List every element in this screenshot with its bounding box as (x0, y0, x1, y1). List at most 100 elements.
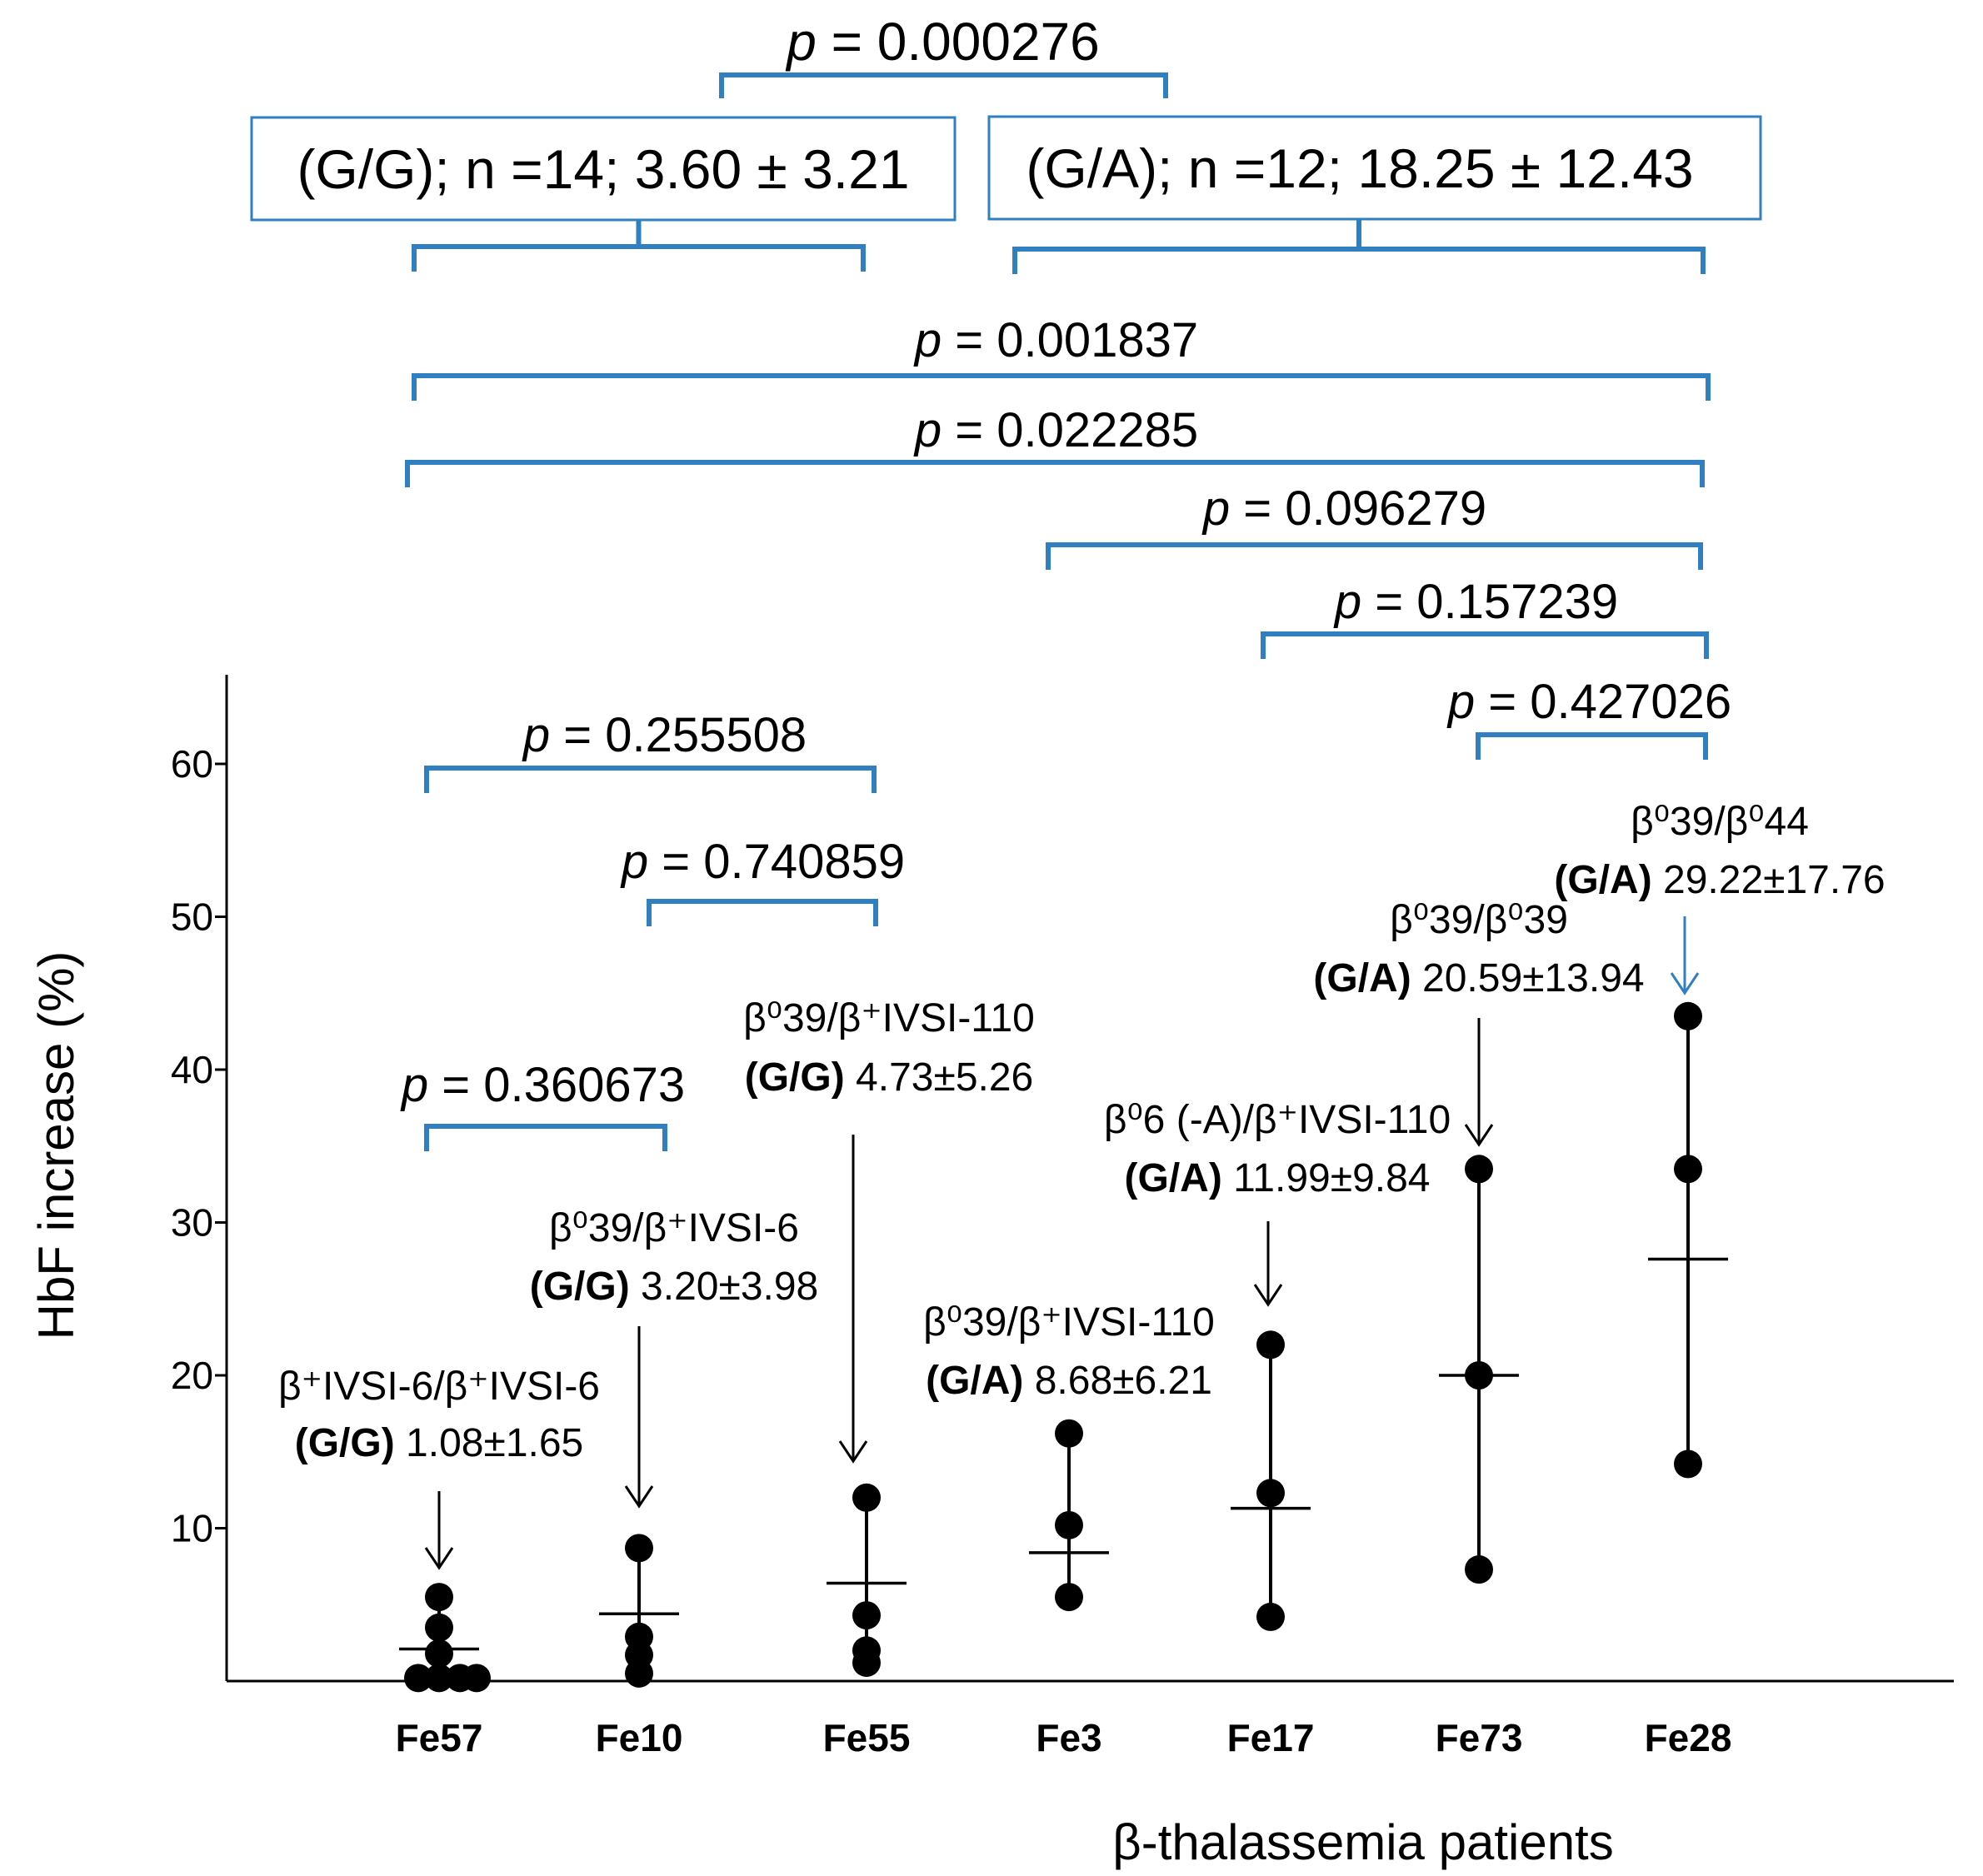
p-value-5: p = 0.096279 (1201, 481, 1486, 536)
annotation-genotype-bold: (G/G) (745, 1055, 845, 1100)
bracket-fe10-fe55-1 (647, 899, 878, 926)
annotation-arrow-fe57 (424, 1491, 454, 1570)
data-point-fe57-0 (425, 1583, 453, 1612)
x-tick-label-fe55: Fe55 (823, 1716, 911, 1759)
annotation-stat-fe73: (G/A) 20.59±13.94 (1313, 956, 1644, 1000)
annotation-genotype-fe10: β⁰39/β⁺IVSI-6 (549, 1206, 799, 1250)
x-axis-title: β-thalassemia patients (1112, 1814, 1613, 1870)
bracket-fe57-fe10-0 (424, 1124, 667, 1151)
data-point-fe10-0 (625, 1534, 653, 1563)
group-box-label-1: (G/A); n =12; 18.25 ± 12.43 (1026, 137, 1693, 199)
p-value-6: p = 0.022285 (913, 403, 1198, 457)
annotation-arrow-fe28 (1670, 916, 1700, 995)
group-bracket-0 (412, 220, 866, 272)
data-points (399, 1001, 1728, 1693)
group-box-0 (250, 116, 957, 222)
group-box-label-0: (G/G); n =14; 3.60 ± 3.21 (297, 138, 909, 200)
bracket-fe57-fe28-7 (412, 373, 1711, 401)
data-point-fe3-1 (1055, 1510, 1083, 1539)
x-tick-label-fe17: Fe17 (1227, 1716, 1315, 1759)
annotation-genotype-bold: (G/G) (530, 1265, 630, 1309)
annotation-arrow-fe55 (838, 1135, 868, 1464)
bracket-fe57-fe28-6 (405, 460, 1705, 487)
y-tick-label-50: 50 (171, 896, 213, 939)
data-point-fe3-0 (1055, 1419, 1083, 1448)
p-value-3: p = 0.427026 (1446, 675, 1731, 729)
annotation-genotype-fe28: β⁰39/β⁰44 (1631, 800, 1809, 844)
bracket-fe17-fe28-4 (1261, 631, 1709, 659)
group-compare-bracket (719, 72, 1168, 98)
annotation-genotype-bold: (G/A) (1313, 956, 1411, 1000)
data-point-fe57-3 (404, 1664, 432, 1693)
y-axis-title: HbF increase (%) (28, 951, 84, 1340)
y-tick-label-20: 20 (171, 1354, 213, 1397)
data-point-fe17-2 (1256, 1602, 1285, 1631)
data-point-fe55-1 (852, 1601, 881, 1630)
annotation-genotype-fe57: β⁺IVSI-6/β⁺IVSI-6 (278, 1365, 600, 1409)
annotation-mean-sd: 29.22±17.76 (1652, 858, 1886, 902)
data-point-fe57-4 (425, 1664, 453, 1693)
annotation-stat-fe3: (G/A) 8.68±6.21 (926, 1359, 1212, 1403)
x-tick-label-fe73: Fe73 (1436, 1716, 1523, 1759)
group-box-1 (987, 115, 1762, 221)
annotation-genotype-bold: (G/G) (295, 1421, 395, 1465)
p-value-4: p = 0.157239 (1333, 575, 1618, 629)
annotation-mean-sd: 11.99±9.84 (1222, 1156, 1431, 1200)
p-value-2: p = 0.255508 (522, 708, 807, 762)
annotation-stat-fe17: (G/A) 11.99±9.84 (1125, 1156, 1431, 1200)
annotation-stat-fe57: (G/G) 1.08±1.65 (295, 1421, 584, 1465)
data-point-fe3-2 (1055, 1583, 1083, 1612)
annotation-arrow-fe73 (1464, 1018, 1494, 1147)
annotation-arrow-fe10 (624, 1326, 654, 1509)
data-point-fe57-1 (425, 1613, 453, 1642)
p-value-0: p = 0.360673 (400, 1058, 685, 1112)
annotation-genotype-fe73: β⁰39/β⁰39 (1390, 898, 1568, 942)
x-tick-label-fe57: Fe57 (396, 1716, 483, 1759)
x-tick-label-fe3: Fe3 (1036, 1716, 1101, 1759)
annotation-genotype-fe55: β⁰39/β⁺IVSI-110 (743, 996, 1035, 1040)
y-tick-label-40: 40 (171, 1048, 213, 1091)
annotation-genotype-fe17: β⁰6 (-A)/β⁺IVSI-110 (1104, 1098, 1451, 1142)
annotation-mean-sd: 1.08±1.65 (395, 1421, 584, 1465)
data-point-fe17-0 (1256, 1330, 1285, 1360)
p-value-1: p = 0.740859 (620, 835, 905, 889)
data-point-fe28-1 (1674, 1155, 1702, 1184)
annotation-arrow-fe17 (1253, 1221, 1283, 1307)
data-point-fe28-2 (1674, 1449, 1702, 1479)
annotation-genotype-bold: (G/A) (926, 1359, 1023, 1403)
p-value-7: p = 0.001837 (913, 313, 1198, 367)
group-annotations: β⁺IVSI-6/β⁺IVSI-6 (G/G) 1.08±1.65 β⁰39/β⁺I… (278, 800, 1886, 1570)
bracket-fe73-fe28-3 (1476, 732, 1708, 760)
y-tick-label-10: 10 (171, 1507, 213, 1550)
data-point-fe73-0 (1465, 1155, 1493, 1184)
annotation-stat-fe28: (G/A) 29.22±17.76 (1554, 858, 1885, 902)
bracket-fe57-fe55-2 (424, 766, 877, 793)
data-point-fe28-0 (1674, 1001, 1702, 1030)
data-point-fe57-6 (462, 1664, 491, 1693)
y-tick-label-60: 60 (171, 742, 213, 786)
data-point-fe55-3 (852, 1648, 881, 1677)
group-compare-p-value: p = 0.000276 (785, 12, 1099, 72)
x-tick-label-fe10: Fe10 (596, 1716, 683, 1759)
annotation-mean-sd: 4.73±5.26 (845, 1055, 1034, 1100)
data-point-fe73-2 (1465, 1555, 1493, 1584)
axes: 10 20 30 40 50 60 Fe57 Fe10 Fe55 Fe3 Fe17 Fe73 Fe28 H… (28, 675, 1954, 1870)
data-point-fe55-0 (852, 1483, 881, 1512)
bracket-fe3-fe28-5 (1046, 542, 1703, 570)
annotation-genotype-bold: (G/A) (1554, 858, 1651, 902)
annotation-mean-sd: 3.20±3.98 (630, 1265, 819, 1309)
annotation-stat-fe55: (G/G) 4.73±5.26 (745, 1055, 1034, 1100)
annotation-mean-sd: 8.68±6.21 (1023, 1359, 1212, 1403)
x-tick-label-fe28: Fe28 (1645, 1716, 1732, 1759)
annotation-genotype-fe3: β⁰39/β⁺IVSI-110 (923, 1300, 1215, 1345)
data-point-fe10-3 (625, 1659, 653, 1688)
group-bracket-1 (1012, 219, 1706, 274)
annotation-stat-fe10: (G/G) 3.20±3.98 (530, 1265, 819, 1309)
data-point-fe17-1 (1256, 1479, 1285, 1508)
data-point-fe57-2 (425, 1639, 453, 1668)
annotation-mean-sd: 20.59±13.94 (1411, 956, 1645, 1000)
y-tick-label-30: 30 (171, 1201, 213, 1245)
comparison-brackets: p = 0.360673 p = 0.740859 p = 0.255508 p = … (250, 12, 1762, 1151)
annotation-genotype-bold: (G/A) (1125, 1156, 1222, 1200)
